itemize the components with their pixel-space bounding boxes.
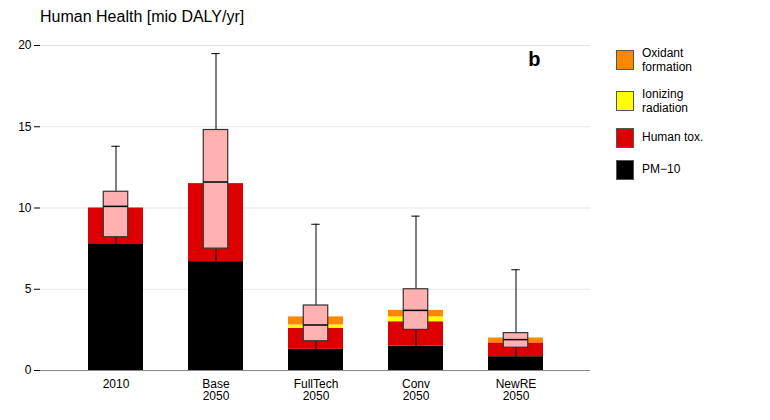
svg-text:2010: 2010: [103, 377, 130, 391]
svg-text:15: 15: [18, 120, 32, 134]
html-text:Human Health [mio DALY/yr]: Human Health [mio DALY/yr]: [40, 8, 245, 25]
svg-text:10: 10: [18, 201, 32, 215]
svg-text:Base2050: Base2050: [202, 377, 230, 403]
html-text:PM−10: PM−10: [642, 162, 681, 177]
svg-text:20: 20: [18, 38, 32, 52]
html-text:Human tox.: Human tox.: [642, 130, 704, 145]
svg-text:0: 0: [25, 363, 32, 377]
svg-text:FullTech2050: FullTech2050: [294, 377, 339, 403]
svg-text:NewRE2050: NewRE2050: [496, 377, 537, 403]
svg-text:5: 5: [25, 282, 32, 296]
html-text:Oxidant formation: Oxidant formation: [642, 46, 692, 75]
svg-text:Conv2050: Conv2050: [402, 377, 430, 403]
svg-text:b: b: [528, 48, 540, 70]
html-text:Ionizing radiation: Ionizing radiation: [642, 86, 688, 116]
